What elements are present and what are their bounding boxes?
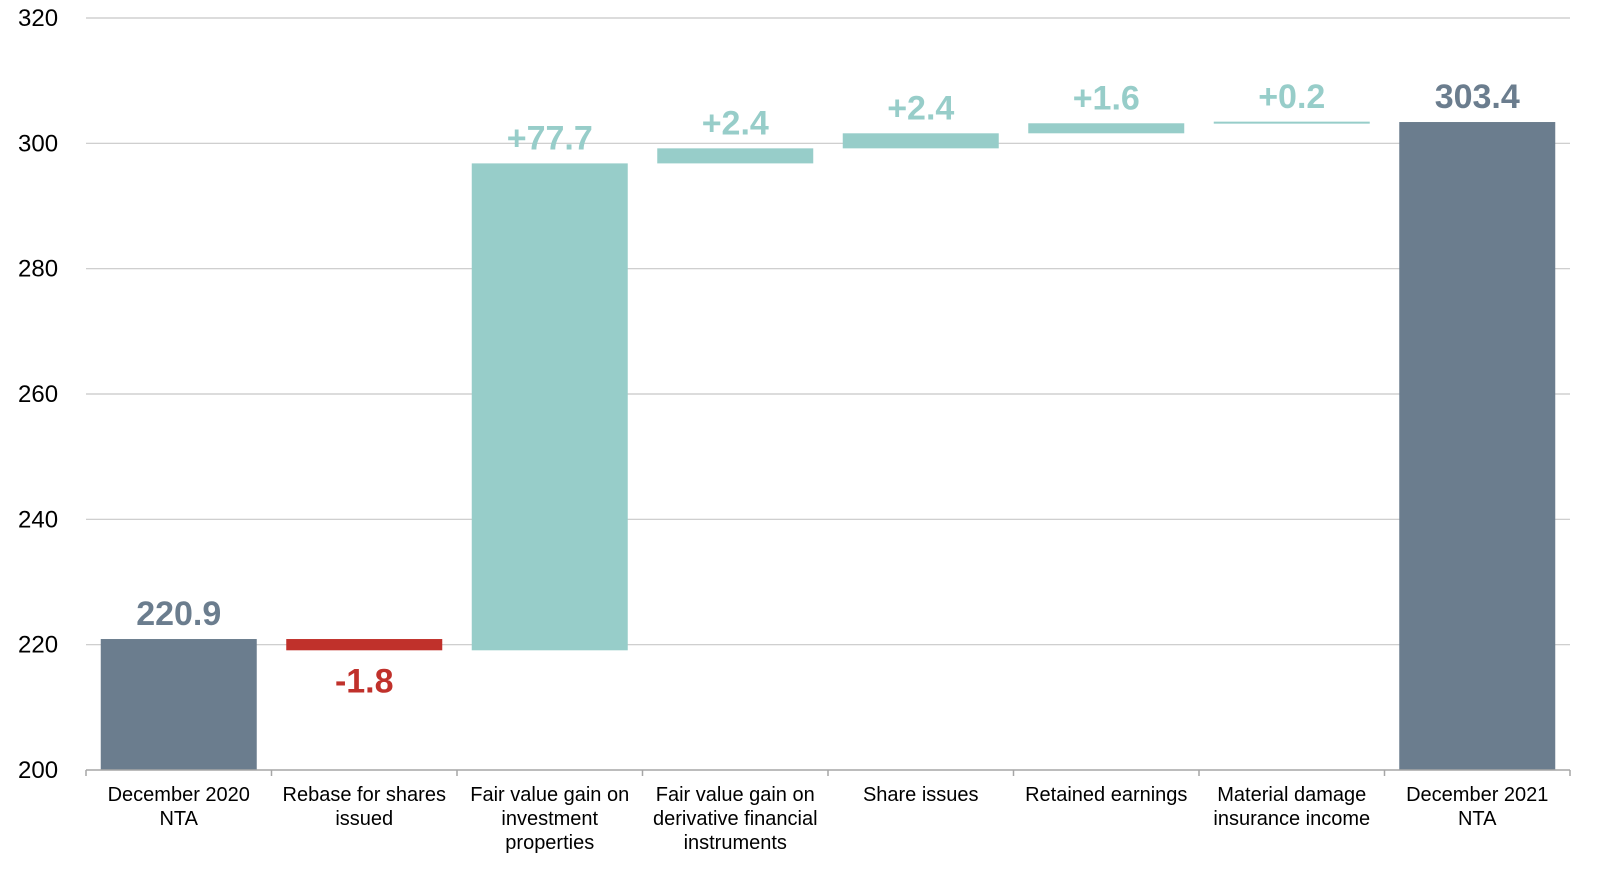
x-category-label-line: instruments bbox=[684, 832, 787, 854]
x-category-label-line: issued bbox=[335, 808, 393, 830]
x-axis bbox=[85, 769, 1571, 776]
x-category-label-line: investment bbox=[501, 808, 598, 830]
x-category-label: Material damage insurance income bbox=[1213, 784, 1370, 830]
x-category-label-line: Share issues bbox=[863, 784, 979, 806]
data-label: +2.4 bbox=[702, 104, 769, 142]
x-category-label-line: properties bbox=[505, 832, 594, 854]
data-label: +0.2 bbox=[1258, 78, 1325, 116]
x-category-label: Share issues bbox=[863, 784, 979, 806]
x-category-label-line: December 2020 bbox=[108, 784, 250, 806]
y-tick-label: 320 bbox=[18, 5, 58, 32]
gridlines bbox=[86, 17, 1570, 646]
bar-total bbox=[100, 639, 257, 770]
x-category-label: December 2020 NTA bbox=[108, 784, 250, 830]
y-tick-label: 240 bbox=[18, 506, 58, 533]
x-category-label-line: Fair value gain on bbox=[656, 784, 815, 806]
x-category-label: Retained earnings bbox=[1025, 784, 1187, 806]
y-tick-label: 280 bbox=[18, 256, 58, 283]
data-label: +2.4 bbox=[887, 89, 954, 127]
bar-increase bbox=[657, 148, 814, 164]
x-category-label-line: NTA bbox=[1458, 808, 1497, 830]
y-tick-label: 260 bbox=[18, 381, 58, 408]
x-category-label-line: December 2021 bbox=[1406, 784, 1548, 806]
data-label: 303.4 bbox=[1435, 78, 1520, 116]
bar-increase bbox=[1213, 121, 1370, 124]
y-tick-label: 300 bbox=[18, 130, 58, 157]
x-category-label: Fair value gain on derivative financial in… bbox=[653, 784, 818, 854]
x-category-label-line: Retained earnings bbox=[1025, 784, 1187, 806]
x-category-label-line: Rebase for shares bbox=[283, 784, 446, 806]
bar-total bbox=[1399, 122, 1556, 770]
data-label: -1.8 bbox=[335, 662, 394, 700]
y-tick-label: 200 bbox=[18, 757, 58, 784]
bar-increase bbox=[842, 133, 999, 149]
data-labels: 220.9 -1.8 +77.7 +2.4 +2.4 +1.6 +0.2 303.4 bbox=[136, 78, 1520, 700]
x-category-label: Fair value gain on investment properties bbox=[470, 784, 629, 854]
x-category-label-line: Fair value gain on bbox=[470, 784, 629, 806]
bars bbox=[100, 121, 1556, 770]
data-label: +77.7 bbox=[507, 119, 593, 157]
x-category-label: December 2021 NTA bbox=[1406, 784, 1548, 830]
x-category-label: Rebase for shares issued bbox=[283, 784, 446, 830]
data-label: +1.6 bbox=[1073, 79, 1140, 117]
x-category-label-line: insurance income bbox=[1213, 808, 1370, 830]
bar-increase bbox=[1028, 123, 1185, 134]
bar-increase bbox=[471, 163, 628, 651]
y-axis-tick-labels: 200 220 240 260 280 300 320 bbox=[18, 5, 58, 784]
y-tick-label: 220 bbox=[18, 632, 58, 659]
data-label: 220.9 bbox=[136, 595, 221, 633]
x-category-label-line: Material damage bbox=[1217, 784, 1366, 806]
x-category-label-line: derivative financial bbox=[653, 808, 818, 830]
bar-decrease bbox=[286, 639, 443, 651]
x-category-label-line: NTA bbox=[159, 808, 198, 830]
